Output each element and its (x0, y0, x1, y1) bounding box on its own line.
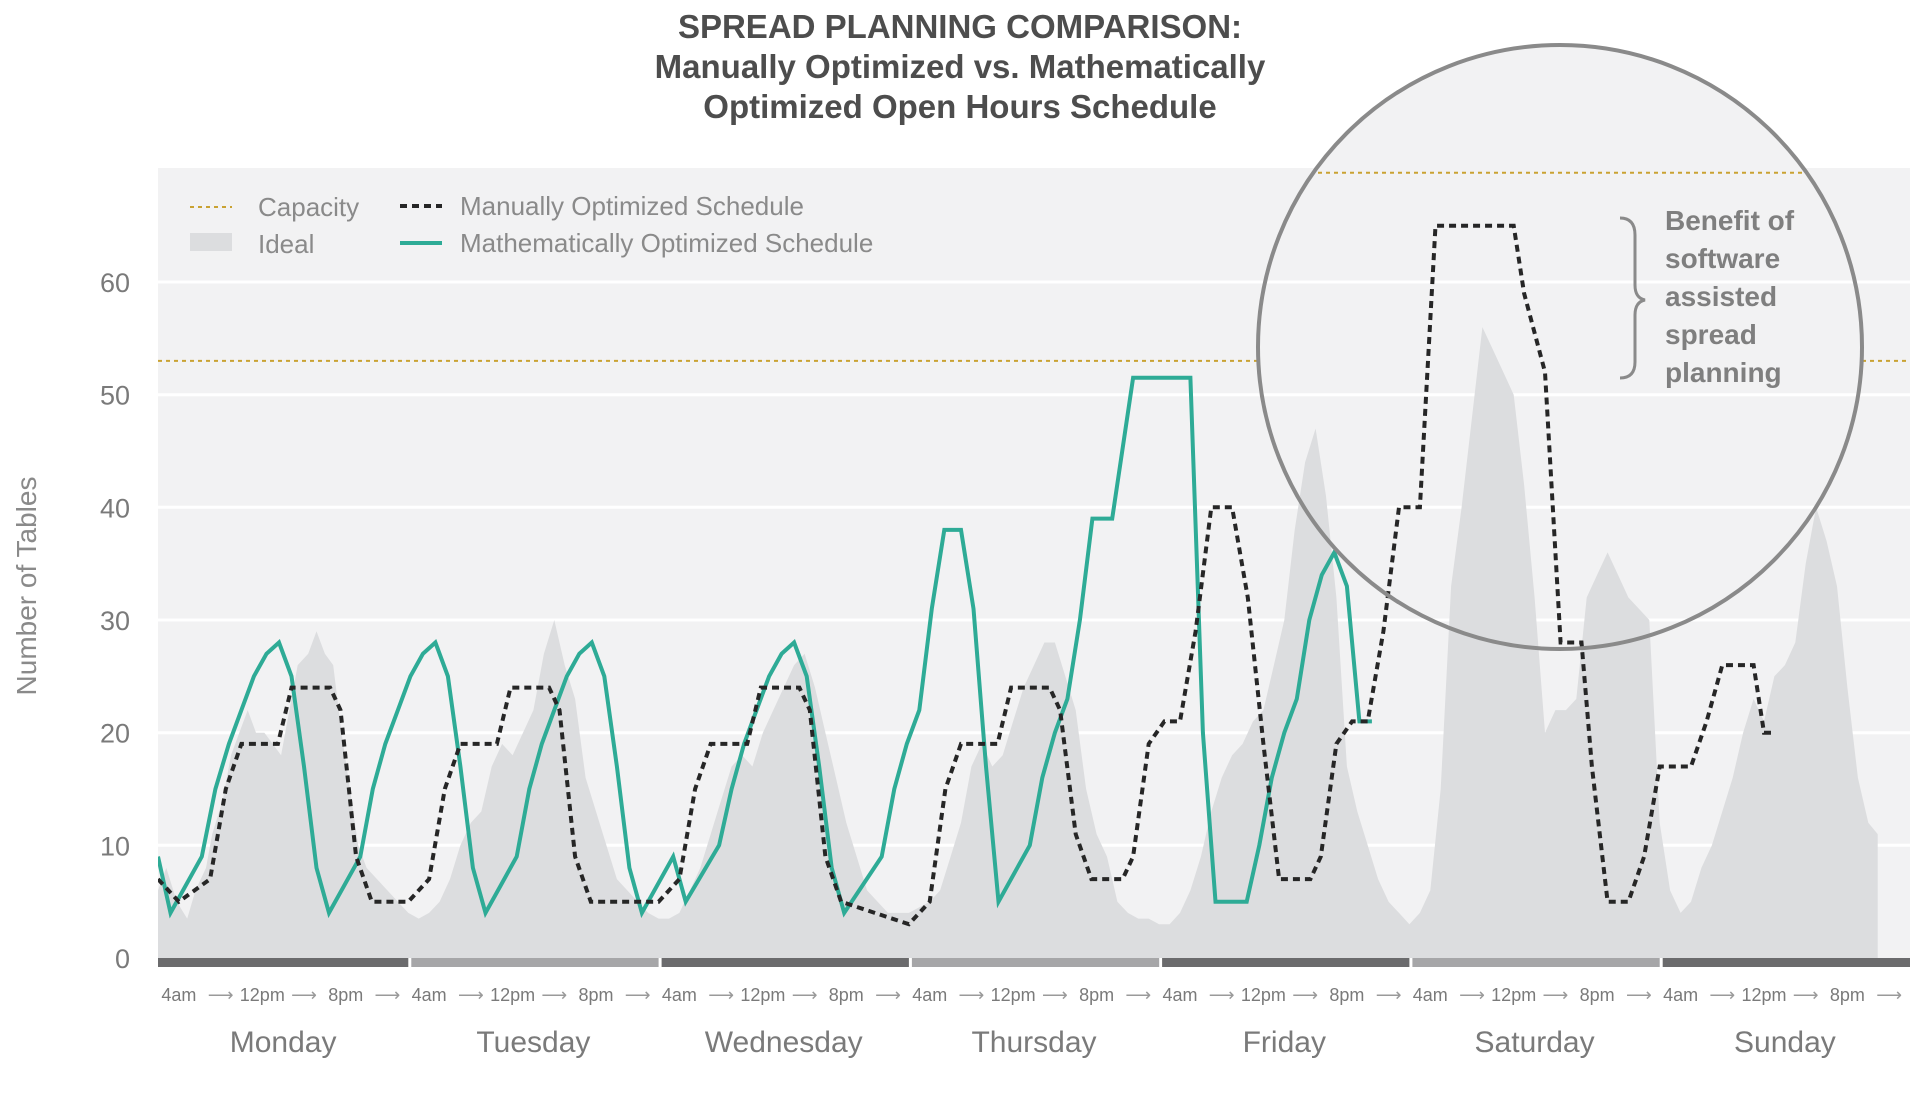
legend: Capacity Ideal Manually Optimized Schedu… (190, 191, 873, 259)
hour-label-thursday-8pm: 8pm (1079, 985, 1114, 1005)
time-arrow-tuesday-5: ⟶ (625, 985, 651, 1005)
time-arrow-sunday-1: ⟶ (1709, 985, 1735, 1005)
y-tick-60: 60 (100, 268, 130, 298)
hour-label-friday-4am: 4am (1162, 985, 1197, 1005)
hour-label-friday-8pm: 8pm (1329, 985, 1364, 1005)
hour-label-tuesday-12pm: 12pm (490, 985, 535, 1005)
y-axis-label: Number of Tables (11, 477, 42, 696)
lens-background (1258, 45, 1862, 649)
time-arrow-tuesday-3: ⟶ (541, 985, 567, 1005)
hour-label-wednesday-4am: 4am (662, 985, 697, 1005)
time-arrow-sunday-3: ⟶ (1793, 985, 1819, 1005)
time-arrow-wednesday-5: ⟶ (875, 985, 901, 1005)
hour-label-monday-4am: 4am (161, 985, 196, 1005)
time-arrow-friday-5: ⟶ (1376, 985, 1402, 1005)
math-schedule-line (158, 375, 1372, 919)
benefit-line-5: planning (1665, 357, 1782, 388)
lens-manual-schedule-line (1258, 223, 1775, 649)
chart-title: SPREAD PLANNING COMPARISON: Manually Opt… (655, 8, 1266, 125)
y-tick-40: 40 (100, 493, 130, 523)
time-arrow-friday-3: ⟶ (1292, 985, 1318, 1005)
y-tick-30: 30 (100, 606, 130, 636)
hour-label-wednesday-8pm: 8pm (829, 985, 864, 1005)
hour-label-tuesday-8pm: 8pm (578, 985, 613, 1005)
x-axis-labels: 4am ⟶ 12pm ⟶ 8pm ⟶ Monday 4am ⟶ 12pm ⟶ 8pm ⟶ Tuesday 4… (161, 985, 1902, 1059)
time-arrow-thursday-3: ⟶ (1042, 985, 1068, 1005)
hour-label-tuesday-4am: 4am (412, 985, 447, 1005)
day-label-monday: Monday (230, 1026, 337, 1059)
hour-label-monday-8pm: 8pm (328, 985, 363, 1005)
time-arrow-sunday-5: ⟶ (1876, 985, 1902, 1005)
hour-label-wednesday-12pm: 12pm (740, 985, 785, 1005)
chart-title-line-3: Optimized Open Hours Schedule (703, 88, 1216, 125)
chart-title-line-1: SPREAD PLANNING COMPARISON: (678, 8, 1242, 45)
day-bar-tuesday (411, 958, 659, 967)
legend-manual-label: Manually Optimized Schedule (460, 191, 804, 221)
day-bar-sunday (1662, 958, 1910, 967)
day-bar-thursday (911, 958, 1160, 967)
day-label-tuesday: Tuesday (476, 1026, 590, 1059)
ideal-area (158, 327, 1878, 958)
day-label-thursday: Thursday (971, 1026, 1096, 1059)
time-arrow-thursday-5: ⟶ (1125, 985, 1151, 1005)
y-tick-20: 20 (100, 719, 130, 749)
time-arrow-monday-1: ⟶ (208, 985, 234, 1005)
time-arrow-friday-1: ⟶ (1209, 985, 1235, 1005)
day-label-saturday: Saturday (1475, 1026, 1595, 1059)
benefit-line-2: software (1665, 243, 1780, 274)
y-tick-10: 10 (100, 831, 130, 861)
time-arrow-saturday-3: ⟶ (1542, 985, 1568, 1005)
hour-label-thursday-4am: 4am (912, 985, 947, 1005)
time-arrow-wednesday-1: ⟶ (708, 985, 734, 1005)
day-bar-saturday (1412, 958, 1660, 967)
benefit-line-4: spread (1665, 319, 1757, 350)
zoom-lens-ring (1256, 43, 1864, 651)
day-label-friday: Friday (1243, 1026, 1326, 1059)
day-bar-friday (1162, 958, 1410, 967)
time-arrow-monday-3: ⟶ (291, 985, 317, 1005)
time-arrow-saturday-5: ⟶ (1626, 985, 1652, 1005)
time-arrow-tuesday-1: ⟶ (458, 985, 484, 1005)
day-bars (158, 958, 1910, 967)
benefit-brace (1619, 216, 1646, 380)
day-label-wednesday: Wednesday (705, 1026, 863, 1059)
zoom-lens-content (1258, 45, 1862, 649)
legend-math-label: Mathematically Optimized Schedule (460, 228, 873, 258)
chart-title-line-2: Manually Optimized vs. Mathematically (655, 48, 1266, 85)
time-arrow-thursday-1: ⟶ (958, 985, 984, 1005)
day-bar-monday (158, 958, 409, 967)
benefit-line-1: Benefit of (1665, 205, 1795, 236)
y-tick-labels: 0 10 20 30 40 50 60 (100, 268, 130, 974)
time-arrow-monday-5: ⟶ (374, 985, 400, 1005)
hour-label-sunday-8pm: 8pm (1830, 985, 1865, 1005)
legend-ideal-label: Ideal (258, 229, 314, 259)
y-tick-0: 0 (115, 944, 130, 974)
legend-ideal-swatch (190, 233, 232, 251)
zoom-lens: Benefit of software assisted spread plan… (1256, 43, 1864, 651)
time-arrow-wednesday-3: ⟶ (792, 985, 818, 1005)
hour-label-saturday-12pm: 12pm (1491, 985, 1536, 1005)
hour-label-sunday-12pm: 12pm (1741, 985, 1786, 1005)
time-arrow-saturday-1: ⟶ (1459, 985, 1485, 1005)
hour-label-saturday-8pm: 8pm (1580, 985, 1615, 1005)
hour-label-saturday-4am: 4am (1413, 985, 1448, 1005)
y-tick-50: 50 (100, 381, 130, 411)
benefit-annotation: Benefit of software assisted spread plan… (1665, 205, 1795, 388)
day-bar-wednesday (661, 958, 909, 967)
hour-label-thursday-12pm: 12pm (991, 985, 1036, 1005)
hour-label-monday-12pm: 12pm (240, 985, 285, 1005)
benefit-line-3: assisted (1665, 281, 1777, 312)
hour-label-friday-12pm: 12pm (1241, 985, 1286, 1005)
hour-label-sunday-4am: 4am (1663, 985, 1698, 1005)
day-label-sunday: Sunday (1734, 1026, 1836, 1059)
legend-capacity-label: Capacity (258, 192, 359, 222)
